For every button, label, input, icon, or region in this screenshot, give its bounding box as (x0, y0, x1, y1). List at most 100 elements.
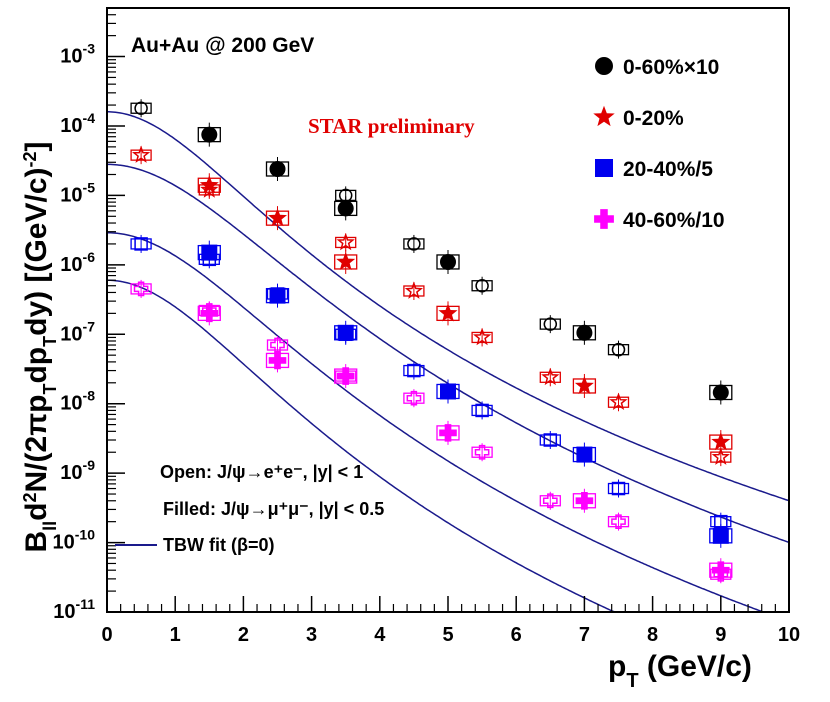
x-tick-label: 4 (374, 624, 386, 646)
filled-point (269, 160, 286, 177)
sys-box (539, 434, 561, 446)
open-point (404, 281, 423, 299)
open-point (406, 390, 422, 406)
x-tick-label: 5 (442, 624, 453, 646)
filled-point (336, 367, 355, 385)
filled-point (440, 383, 456, 400)
y-tick-label: 10-3 (60, 41, 95, 68)
filled-point (438, 303, 458, 322)
filled-point (574, 376, 594, 395)
x-tick-label: 9 (715, 624, 726, 646)
sys-box (403, 238, 425, 250)
chart-title: Au+Au @ 200 GeV (131, 34, 314, 57)
sys-box (607, 344, 630, 356)
open-point (336, 232, 355, 251)
sys-box (130, 283, 152, 295)
open-point (474, 444, 490, 460)
open-point (270, 337, 285, 353)
filled-point (268, 351, 287, 370)
open-point (133, 281, 149, 297)
sys-box (539, 371, 561, 383)
legend-marker (595, 159, 613, 177)
legend-label: 0-20% (623, 107, 684, 130)
filled-point (712, 527, 729, 544)
sys-box (471, 280, 493, 292)
legend-marker (595, 57, 613, 75)
sys-box (471, 404, 493, 417)
open-point (131, 145, 151, 163)
note-fit: TBW fit (β=0) (163, 535, 274, 555)
open-point (407, 363, 421, 378)
open-point (407, 237, 421, 251)
legend-label: 0-60%×10 (623, 56, 719, 79)
fit-curve (106, 279, 789, 613)
filled-point (440, 253, 456, 270)
y-tick-label: 10-10 (53, 527, 96, 554)
open-point (543, 317, 558, 331)
filled-point (269, 287, 286, 304)
sys-box (403, 364, 425, 377)
x-tick-label: 3 (306, 624, 317, 646)
legend-label: 20-40%/5 (623, 158, 713, 181)
sys-box (403, 392, 425, 404)
open-point (472, 327, 492, 346)
series-2 (130, 145, 733, 467)
open-point (542, 493, 558, 509)
sys-box (130, 102, 152, 114)
series-4 (130, 279, 733, 584)
filled-point (576, 324, 593, 341)
data-points (130, 99, 733, 584)
legend-marker (594, 209, 614, 229)
fit-curve (107, 111, 790, 502)
sys-box (607, 516, 630, 528)
axes: 0 1 2 3 4 5 6 7 8 9 10 10-11 10-10 10-9 10-8 10-7 10-6 10… (53, 14, 800, 646)
filled-point (711, 432, 731, 451)
x-tick-label: 6 (511, 624, 522, 646)
open-point (711, 447, 730, 465)
filled-point (576, 446, 593, 463)
sys-box (607, 396, 630, 408)
sys-box (539, 318, 561, 330)
series-3 (130, 234, 733, 548)
filled-point (439, 424, 457, 442)
open-point (541, 367, 560, 386)
y-tick-label: 10-6 (60, 249, 95, 276)
filled-point (712, 384, 729, 401)
x-tick-label: 8 (647, 624, 658, 646)
filled-point (268, 208, 287, 227)
filled-point (201, 244, 218, 261)
open-point (543, 433, 558, 447)
sys-box (130, 149, 152, 161)
sys-box (607, 482, 630, 495)
open-point (134, 101, 148, 115)
y-tick-label: 10-9 (60, 457, 95, 484)
sys-box (335, 236, 357, 249)
y-tick-label: 10-11 (53, 596, 95, 623)
open-point (609, 392, 628, 411)
y-tick-label: 10-4 (60, 110, 95, 137)
open-point (611, 481, 626, 496)
legend-entry-3: 20-40%/5 (595, 158, 713, 181)
open-point (611, 514, 626, 530)
open-point (475, 278, 489, 293)
fit-curve (107, 231, 789, 613)
filled-point (199, 175, 219, 194)
sys-box (471, 446, 493, 458)
x-tick-label: 1 (170, 624, 181, 646)
x-tick-label: 10 (778, 624, 800, 646)
legend-entry-2: 0-20% (593, 105, 684, 130)
x-axis-title: pT (GeV/c) (608, 650, 752, 692)
open-point (611, 342, 626, 357)
filled-point (337, 324, 354, 341)
sys-box (539, 495, 561, 507)
sys-box (403, 285, 425, 297)
preliminary-label: STAR preliminary (308, 114, 475, 138)
y-axis-title: Blld2N/(2πpTdpTdy) [(GeV/c)-2] (20, 141, 60, 552)
y-tick-label: 10-8 (60, 388, 95, 415)
x-tick-label: 0 (101, 624, 112, 646)
filled-point (336, 252, 356, 270)
note-open: Open: J/ψ→e⁺e⁻, |y| < 1 (160, 462, 363, 482)
filled-point (337, 200, 354, 217)
legend: 0-60%×10 0-20% 20-40%/5 40-60%/10 (593, 56, 725, 232)
